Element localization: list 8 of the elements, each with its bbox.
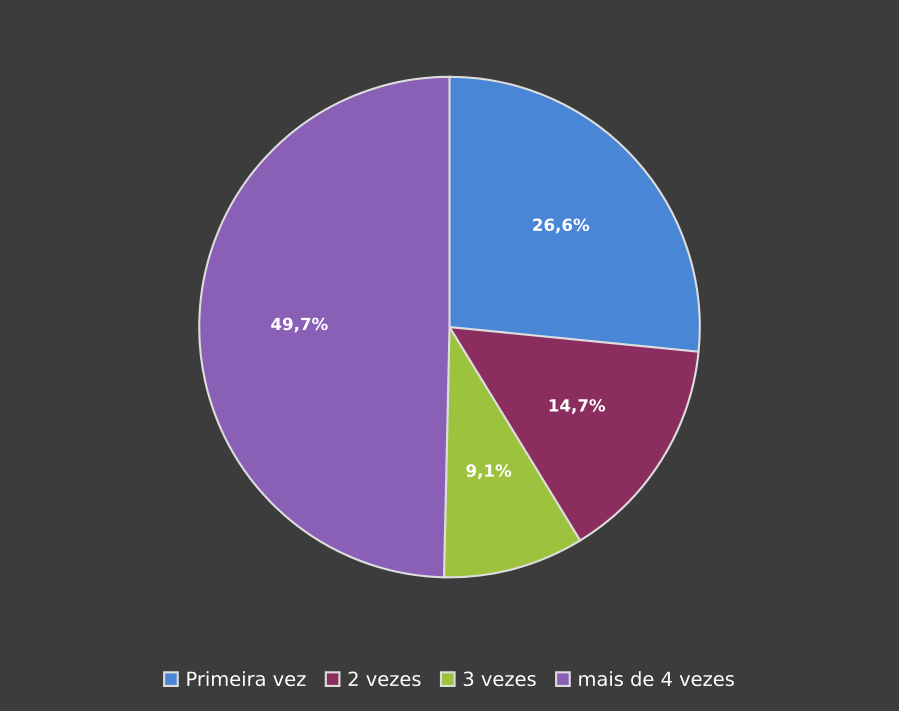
data-label: 9,1% [466, 464, 512, 479]
legend-label: mais de 4 vezes [579, 671, 734, 686]
data-label: 14,7% [550, 399, 606, 414]
legend-label: Primeira vez [187, 671, 306, 686]
data-label: 26,6% [533, 218, 590, 234]
data-label: 49,7% [271, 318, 328, 332]
legend-label: 3 vezes [464, 671, 536, 686]
legend-label: 2 vezes [348, 671, 421, 686]
